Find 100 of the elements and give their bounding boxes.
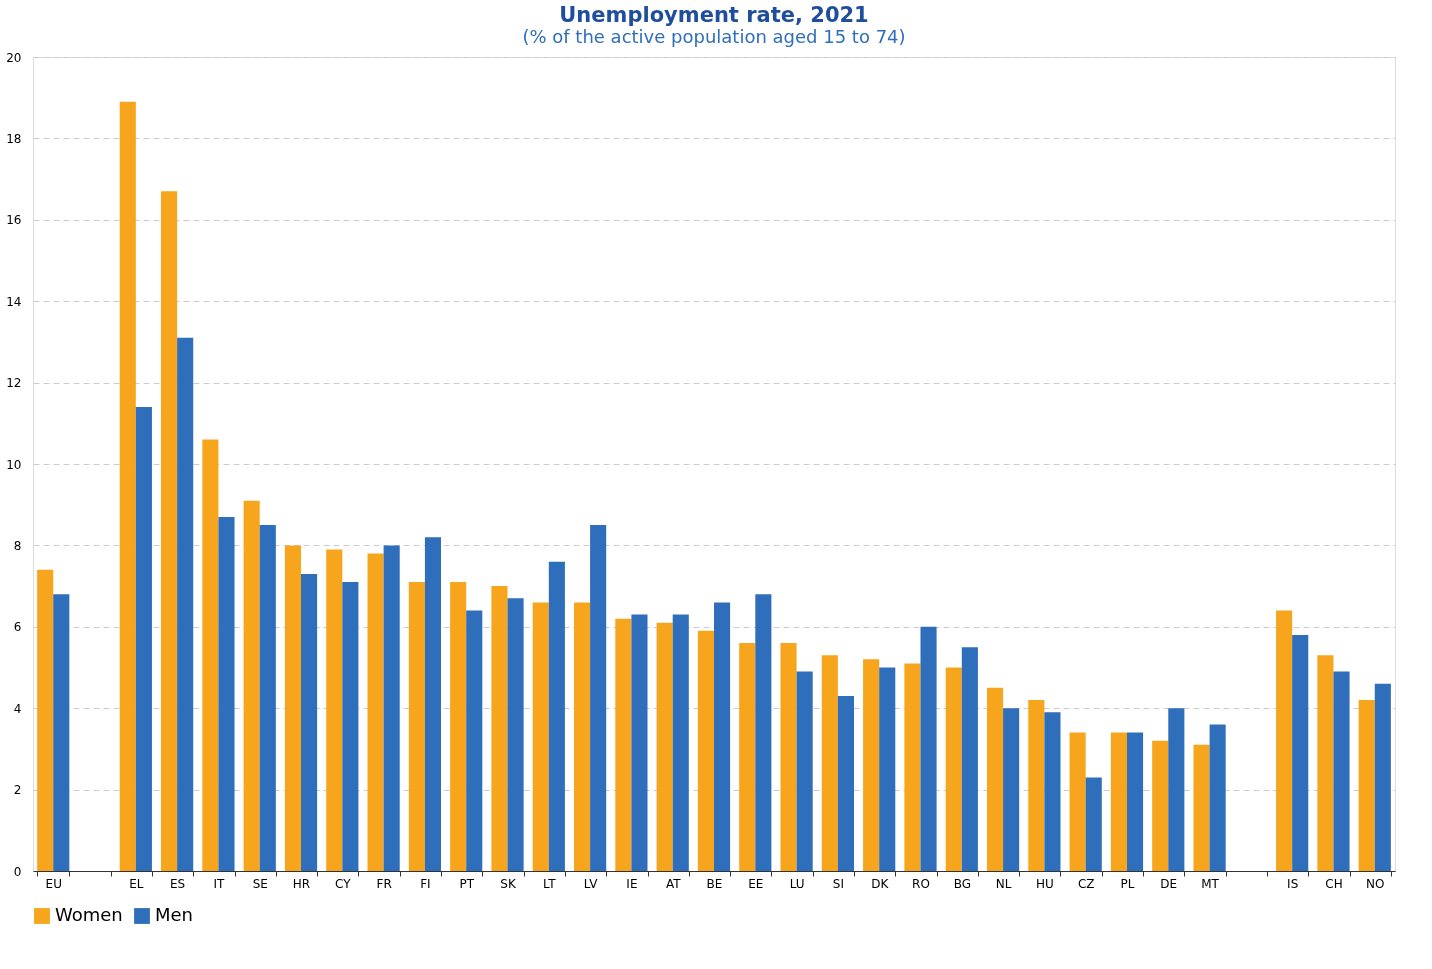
- bar: [672, 614, 689, 871]
- x-tick-label: HR: [292, 876, 311, 891]
- x-tick-label: BG: [953, 876, 971, 891]
- bar: [1028, 700, 1045, 871]
- bar: [986, 687, 1004, 871]
- bar: [1110, 732, 1127, 871]
- x-tick-label: DK: [871, 876, 890, 891]
- bar: [218, 516, 235, 871]
- bar: [863, 659, 880, 871]
- x-tick-label: CZ: [1077, 876, 1095, 891]
- bar: [821, 655, 838, 871]
- x-tick-label: MT: [1201, 876, 1220, 891]
- bar: [408, 582, 425, 871]
- x-tick-label: AT: [665, 876, 682, 891]
- bar: [37, 569, 54, 871]
- x-tick-label: FI: [420, 876, 431, 891]
- bar: [532, 602, 549, 871]
- x-tick-label: BE: [706, 876, 723, 891]
- y-tick-label: 10: [6, 457, 22, 472]
- x-tick-label: SE: [252, 876, 268, 891]
- bar: [161, 191, 178, 871]
- y-tick-label: 6: [13, 620, 22, 635]
- legend-label: Women: [55, 904, 123, 925]
- bar: [631, 614, 648, 871]
- bar: [755, 594, 772, 871]
- bar: [548, 561, 565, 871]
- y-tick-label: 14: [6, 294, 22, 309]
- x-tick-label: RO: [912, 876, 930, 891]
- x-tick-label: IS: [1287, 876, 1299, 891]
- bar: [879, 667, 896, 871]
- bar: [135, 407, 152, 871]
- x-tick-label: PT: [459, 876, 475, 891]
- bar: [424, 537, 442, 871]
- x-tick-label: PL: [1120, 876, 1135, 891]
- bar: [507, 598, 524, 871]
- y-tick-label: 12: [6, 376, 22, 391]
- bar: [1152, 740, 1169, 871]
- y-tick-label: 20: [6, 50, 22, 65]
- bar: [739, 643, 756, 871]
- bar: [326, 549, 343, 871]
- bar: [796, 671, 813, 871]
- x-tick-label: HU: [1035, 876, 1054, 891]
- bar: [450, 582, 467, 871]
- bar: [119, 101, 136, 871]
- x-tick-label: FR: [376, 876, 392, 891]
- x-tick-label: EU: [45, 876, 62, 891]
- x-tick-label: LT: [543, 876, 557, 891]
- bar: [53, 594, 70, 871]
- bar: [837, 695, 854, 871]
- bar: [904, 663, 921, 871]
- x-tick-label: LV: [583, 876, 599, 891]
- x-tick-label: CH: [1325, 876, 1343, 891]
- x-tick-label: SK: [500, 876, 517, 891]
- bar: [367, 553, 384, 871]
- y-tick-label: 8: [13, 538, 22, 553]
- bar: [1292, 634, 1309, 871]
- bar: [961, 647, 978, 871]
- chart-title: Unemployment rate, 2021: [559, 3, 869, 27]
- bar: [383, 545, 400, 871]
- bar: [243, 500, 260, 871]
- x-tick-label: EE: [748, 876, 764, 891]
- y-tick-label: 18: [6, 131, 22, 146]
- bar: [342, 582, 359, 871]
- bar: [714, 602, 731, 871]
- bar: [1085, 777, 1102, 871]
- bar: [491, 586, 508, 871]
- x-tick-label: EL: [129, 876, 144, 891]
- bar: [945, 667, 962, 871]
- bar: [177, 337, 194, 871]
- bar: [466, 610, 483, 871]
- bar: [1333, 671, 1350, 871]
- bar: [259, 525, 276, 871]
- bar: [656, 622, 673, 871]
- bar: [202, 439, 219, 871]
- bar: [1209, 724, 1226, 871]
- chart-subtitle: (% of the active population aged 15 to 74): [522, 26, 906, 47]
- y-tick-label: 4: [13, 701, 22, 716]
- x-tick-label: NO: [1366, 876, 1385, 891]
- x-tick-label: LU: [789, 876, 805, 891]
- y-tick-label: 0: [13, 864, 22, 879]
- bar: [780, 643, 797, 871]
- bar: [920, 626, 937, 871]
- bar: [615, 618, 632, 871]
- x-tick-label: IT: [213, 876, 226, 891]
- bar: [1193, 744, 1210, 871]
- x-tick-label: SI: [832, 876, 844, 891]
- bar: [1126, 732, 1144, 871]
- bar: [1374, 683, 1391, 871]
- x-tick-label: IE: [626, 876, 638, 891]
- bar: [1069, 732, 1086, 871]
- bar: [1003, 708, 1020, 871]
- x-tick-label: DE: [1160, 876, 1178, 891]
- bar: [1317, 655, 1334, 871]
- bar: [697, 630, 714, 871]
- y-tick-label: 2: [13, 783, 22, 798]
- bar: [1276, 610, 1293, 871]
- bar: [1168, 708, 1185, 871]
- bar: [284, 545, 302, 871]
- x-tick-label: NL: [995, 876, 1012, 891]
- x-tick-label: CY: [335, 876, 352, 891]
